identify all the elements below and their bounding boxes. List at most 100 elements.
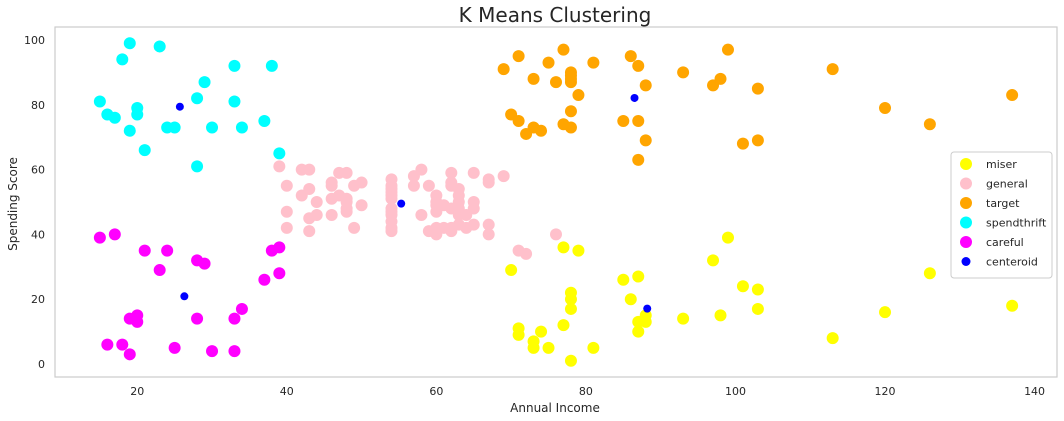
point-general-71 — [482, 218, 495, 231]
x-tick-label-60: 60 — [429, 385, 443, 398]
point-general-10 — [310, 196, 323, 208]
point-target-29 — [714, 72, 727, 85]
point-target-31 — [736, 137, 749, 150]
x-axis-label: Annual Income — [510, 401, 600, 415]
x-tick-label-120: 120 — [875, 385, 896, 398]
point-general-25 — [355, 199, 368, 212]
point-general-0 — [273, 160, 286, 173]
point-careful-4 — [123, 348, 136, 361]
x-tick-label-140: 140 — [1024, 385, 1045, 398]
point-miser-27 — [751, 302, 764, 315]
point-spendthrift-5 — [123, 37, 136, 50]
point-miser-29 — [826, 332, 839, 345]
x-tick-label-80: 80 — [579, 385, 593, 398]
point-general-77 — [520, 247, 533, 260]
point-careful-7 — [131, 315, 144, 328]
point-target-27 — [677, 66, 690, 79]
point-target-9 — [550, 76, 562, 89]
point-target-32 — [751, 82, 764, 95]
point-miser-32 — [1006, 299, 1019, 312]
point-careful-18 — [235, 302, 248, 315]
point-miser-22 — [677, 312, 690, 325]
point-centeroid-2 — [630, 93, 639, 102]
point-general-22 — [340, 205, 353, 218]
point-spendthrift-11 — [168, 121, 181, 134]
y-axis-label: Spending Score — [6, 157, 20, 251]
point-target-34 — [826, 63, 839, 76]
legend-label-careful: careful — [986, 236, 1024, 249]
legend-label-spendthrift: spendthrift — [986, 217, 1047, 230]
point-target-26 — [639, 134, 652, 147]
point-target-16 — [564, 105, 577, 118]
point-careful-1 — [101, 338, 114, 351]
point-spendthrift-8 — [138, 144, 151, 157]
legend-marker-miser — [960, 158, 972, 170]
point-centeroid-3 — [180, 292, 189, 301]
point-target-33 — [751, 134, 764, 147]
point-target-17 — [564, 121, 577, 134]
y-tick-label-60: 60 — [31, 164, 45, 177]
point-miser-18 — [632, 325, 645, 338]
point-careful-3 — [116, 338, 129, 351]
legend-marker-target — [960, 197, 972, 209]
point-spendthrift-21 — [273, 147, 286, 160]
point-careful-0 — [93, 231, 106, 244]
point-general-35 — [385, 225, 398, 238]
point-general-37 — [385, 173, 398, 186]
point-general-11 — [310, 208, 323, 221]
point-target-36 — [923, 118, 936, 131]
point-spendthrift-17 — [228, 95, 241, 108]
point-general-3 — [280, 221, 293, 234]
point-spendthrift-3 — [116, 53, 129, 66]
point-miser-14 — [587, 341, 600, 354]
x-tick-label-100: 100 — [725, 385, 746, 398]
point-target-19 — [587, 56, 600, 69]
point-target-37 — [1006, 89, 1019, 102]
point-miser-12 — [564, 286, 577, 299]
point-general-26 — [355, 176, 368, 189]
point-miser-7 — [557, 319, 570, 332]
point-general-68 — [467, 196, 480, 208]
point-target-30 — [721, 43, 734, 56]
legend-label-target: target — [986, 197, 1020, 210]
point-miser-10 — [564, 302, 577, 315]
legend-label-general: general — [986, 178, 1028, 191]
point-miser-15 — [617, 273, 630, 286]
point-miser-4 — [527, 335, 540, 348]
point-careful-2 — [108, 228, 121, 241]
x-tick-label-20: 20 — [130, 385, 144, 398]
point-careful-9 — [153, 264, 166, 277]
point-general-7 — [303, 183, 316, 196]
point-miser-24 — [714, 309, 727, 322]
x-tick-label-40: 40 — [280, 385, 294, 398]
point-target-0 — [497, 63, 510, 76]
legend-marker-centeroid — [961, 257, 971, 266]
point-spendthrift-16 — [228, 59, 241, 72]
point-careful-22 — [273, 267, 286, 280]
legend-box — [950, 151, 1053, 279]
point-spendthrift-18 — [235, 121, 248, 134]
point-miser-2 — [512, 328, 525, 341]
point-target-21 — [624, 50, 637, 63]
point-spendthrift-9 — [153, 40, 166, 53]
point-careful-17 — [228, 312, 241, 325]
point-general-38 — [385, 208, 398, 221]
point-general-64 — [452, 183, 465, 196]
point-target-22 — [632, 153, 645, 166]
point-target-7 — [535, 124, 548, 137]
point-spendthrift-4 — [123, 124, 136, 137]
y-tick-label-0: 0 — [38, 358, 45, 371]
legend-marker-general — [960, 177, 972, 190]
legend: miser general target spendthrift careful cent… — [950, 151, 1053, 279]
point-miser-23 — [707, 254, 720, 267]
point-spendthrift-7 — [131, 102, 144, 115]
point-target-24 — [632, 59, 645, 72]
point-miser-25 — [721, 231, 734, 244]
point-centeroid-0 — [175, 102, 184, 111]
point-spendthrift-12 — [191, 92, 204, 105]
point-miser-8 — [557, 241, 570, 254]
point-miser-5 — [535, 325, 548, 338]
axes: 20 40 60 80 100 120 140 0 20 40 60 80 100 — [24, 34, 1045, 398]
point-general-15 — [325, 179, 338, 192]
point-careful-14 — [198, 257, 211, 270]
